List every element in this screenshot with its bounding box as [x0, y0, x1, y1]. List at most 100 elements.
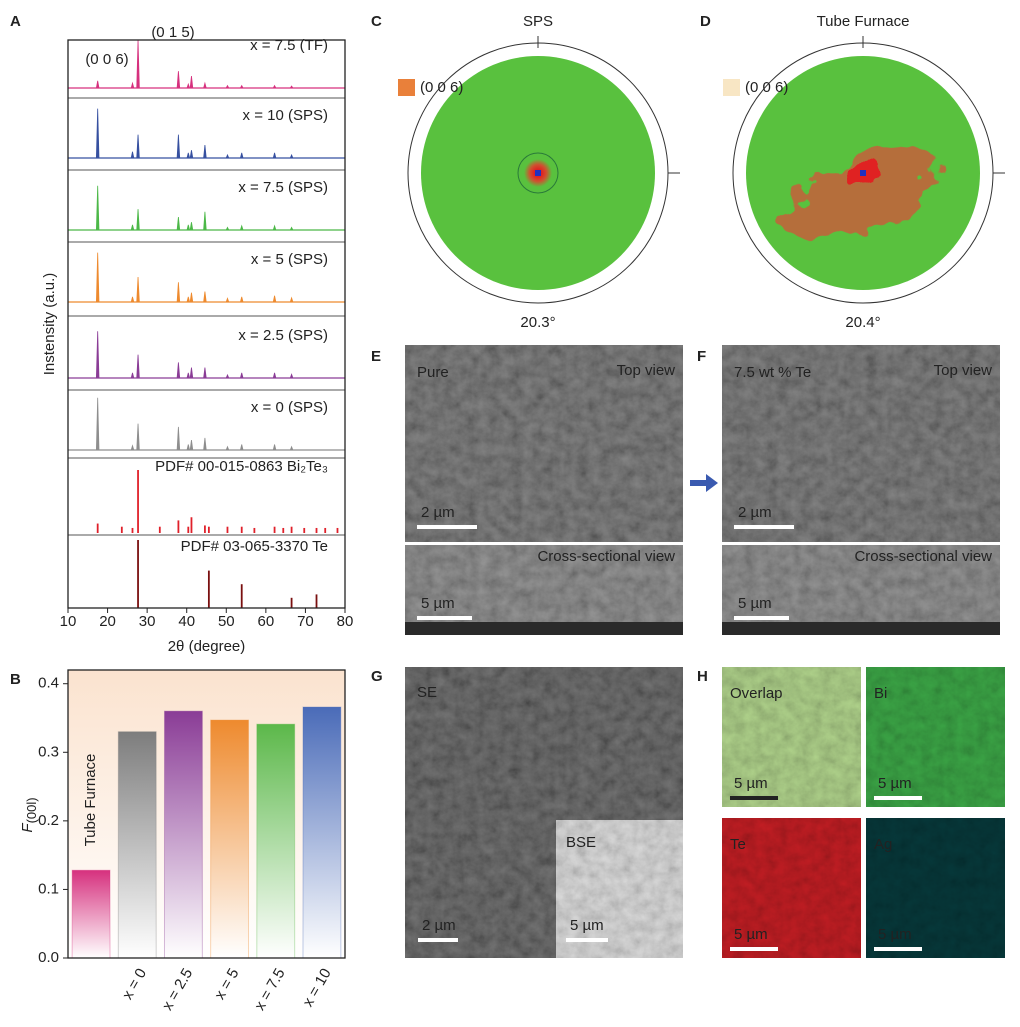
x-tick-label: 80	[337, 613, 354, 630]
peak	[186, 224, 191, 231]
peak	[136, 277, 140, 303]
scale-label: 5 µm	[421, 595, 455, 612]
peak	[225, 373, 230, 379]
panel-letter: A	[10, 13, 21, 30]
scale-bar	[417, 525, 477, 529]
peak	[239, 372, 244, 379]
peak	[176, 362, 181, 379]
y-axis-label: Instensity (a.u.)	[41, 273, 58, 376]
view-label: Cross-sectional view	[537, 548, 675, 565]
y-axis-label: F(00l)	[19, 797, 39, 832]
bar	[302, 706, 342, 959]
peak	[95, 80, 100, 89]
tile-label: Bi	[874, 685, 887, 702]
panel-letter: G	[371, 668, 383, 685]
x-tick-label: x = 10	[299, 965, 334, 1009]
x-tick-label: 20	[99, 613, 116, 630]
plot-frame	[67, 39, 346, 609]
image-label: SE	[417, 684, 437, 701]
peak	[186, 372, 191, 379]
substrate	[405, 622, 683, 635]
peak	[289, 85, 294, 89]
view-label: Top view	[617, 362, 676, 379]
series-label: x = 2.5 (SPS)	[238, 327, 328, 344]
image-label: 7.5 wt % Te	[734, 364, 811, 381]
tile-label: Ag	[874, 836, 892, 853]
x-tick-label: x = 2.5	[159, 965, 196, 1013]
peak	[239, 444, 244, 451]
scale-label: 2 µm	[738, 504, 772, 521]
legend-swatch	[398, 79, 415, 96]
annotation: Tube Furnace	[82, 754, 99, 847]
series-label: x = 5 (SPS)	[251, 251, 328, 268]
panel-letter: H	[697, 668, 708, 685]
x-tick-label: x = 0	[119, 965, 150, 1002]
x-tick-label: 60	[258, 613, 275, 630]
series-label: PDF# 03-065-3370 Te	[181, 538, 328, 555]
scale-bar	[874, 947, 922, 951]
series-label: x = 7.5 (TF)	[250, 37, 328, 54]
y-tick-label: 0.3	[38, 743, 59, 760]
angle-label: 20.3°	[520, 314, 555, 331]
peak	[95, 185, 100, 231]
peak	[225, 153, 230, 159]
panel-title: Tube Furnace	[817, 13, 910, 30]
y-tick-label: 0.2	[38, 812, 59, 829]
image-texture	[722, 667, 861, 807]
series-label: x = 0 (SPS)	[251, 399, 328, 416]
y-tick-label: 0.0	[38, 949, 59, 966]
scale-label: 5 µm	[738, 595, 772, 612]
x-tick-label: x = 7.5	[251, 965, 288, 1013]
series-label: PDF# 00-015-0863 Bi₂Te₃	[155, 458, 328, 475]
scale-label: 5 µm	[570, 917, 604, 934]
image-label: BSE	[566, 834, 596, 851]
texture-ring	[517, 152, 559, 194]
peak	[203, 437, 207, 451]
x-tick-label: 70	[297, 613, 314, 630]
peak	[176, 134, 181, 159]
scale-bar	[418, 938, 458, 942]
x-tick-label: x = 5	[211, 965, 242, 1002]
texture-region	[787, 145, 936, 242]
scale-bar	[566, 938, 608, 942]
panel-letter: B	[10, 671, 21, 688]
peak	[225, 297, 230, 303]
image-texture	[722, 345, 1000, 542]
peak	[203, 211, 207, 231]
image-texture	[866, 818, 1005, 958]
scale-label: 5 µm	[878, 926, 912, 943]
peak	[189, 222, 194, 231]
legend-label: (0 0 6)	[420, 79, 463, 96]
panel-title: SPS	[523, 13, 553, 30]
peak	[189, 292, 194, 303]
bar	[210, 719, 250, 959]
peak	[95, 252, 100, 303]
image-texture	[405, 345, 683, 542]
x-tick-label: 40	[178, 613, 195, 630]
annotation: (0 0 6)	[85, 51, 128, 68]
scale-bar	[730, 796, 778, 800]
peak	[189, 75, 194, 89]
peak	[136, 39, 140, 89]
y-tick-label: 0.1	[38, 880, 59, 897]
scale-bar	[734, 616, 789, 620]
scale-bar	[417, 616, 472, 620]
peak	[95, 108, 100, 159]
peak	[130, 151, 135, 159]
y-tick-label: 0.4	[38, 675, 59, 692]
peak	[239, 152, 244, 159]
substrate	[722, 622, 1000, 635]
peak	[130, 444, 135, 451]
peak	[203, 367, 207, 379]
pole-center	[860, 170, 866, 176]
peak	[176, 282, 181, 303]
peak	[189, 150, 194, 159]
peak	[176, 216, 181, 231]
peak	[130, 224, 135, 231]
scale-bar	[874, 796, 922, 800]
peak	[272, 152, 277, 159]
peak	[272, 295, 277, 303]
x-tick-label: 50	[218, 613, 235, 630]
scale-label: 2 µm	[422, 917, 456, 934]
scale-label: 5 µm	[878, 775, 912, 792]
